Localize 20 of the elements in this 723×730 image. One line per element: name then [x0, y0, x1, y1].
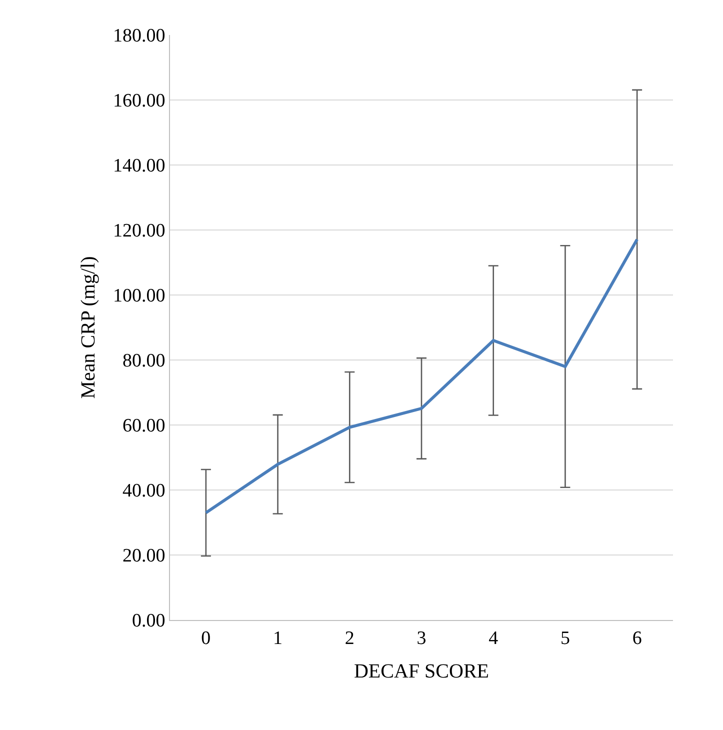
x-axis-title: DECAF SCORE — [354, 660, 490, 682]
y-tick-label: 120.00 — [112, 220, 166, 242]
x-tick-label: 6 — [632, 628, 642, 649]
x-tick-label: 0 — [201, 628, 211, 649]
y-tick-label: 20.00 — [122, 546, 166, 567]
y-tick-label: 40.00 — [122, 480, 166, 502]
x-tick-label: 5 — [560, 628, 570, 649]
x-tick-label: 3 — [416, 628, 426, 649]
y-tick-label: 0.00 — [132, 610, 166, 632]
y-tick-label: 80.00 — [122, 350, 166, 372]
y-axis-title: Mean CRP (mg/l) — [77, 256, 100, 399]
x-tick-label: 4 — [488, 628, 499, 649]
y-tick-label: 100.00 — [112, 286, 166, 307]
x-tick-label: 1 — [273, 628, 283, 649]
y-tick-label: 60.00 — [122, 416, 166, 437]
line-series — [204, 238, 639, 514]
y-tick-label: 180.00 — [112, 26, 166, 47]
y-tick-label: 140.00 — [112, 156, 166, 177]
y-tick-label: 160.00 — [112, 90, 166, 112]
x-tick-label: 2 — [344, 628, 354, 649]
